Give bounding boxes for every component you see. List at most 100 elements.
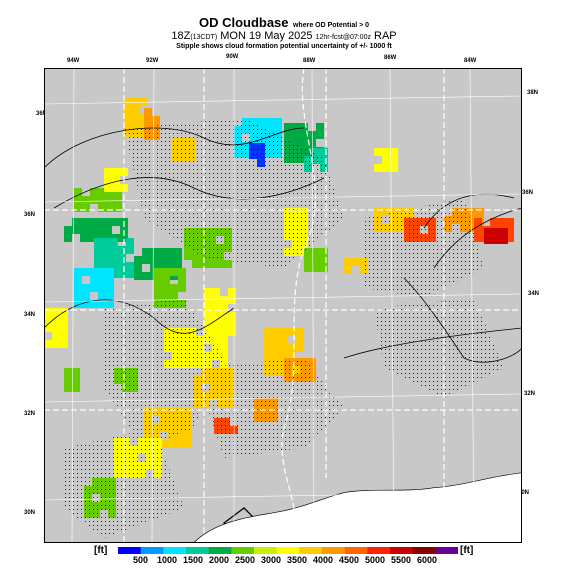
cloudbase-cell xyxy=(390,148,398,156)
cloudbase-cell xyxy=(374,148,382,156)
unit-left: [ft] xyxy=(94,545,108,556)
cloudbase-cell xyxy=(166,248,174,256)
cloudbase-cell xyxy=(178,284,186,292)
cloudbase-cell xyxy=(134,272,142,280)
cloudbase-cell xyxy=(192,252,200,260)
lon-label: 90W xyxy=(226,54,239,60)
cloudbase-cell xyxy=(284,131,292,139)
cloudbase-cell xyxy=(192,260,200,268)
cloudbase-cell xyxy=(316,131,324,139)
cloudbase-map xyxy=(44,68,522,543)
cloudbase-cell xyxy=(220,312,228,320)
cloudbase-cell xyxy=(74,188,82,196)
cloudbase-cell xyxy=(74,204,82,212)
cloudbase-cell xyxy=(106,284,114,292)
cloudbase-cell xyxy=(112,218,120,226)
cloudbase-cell xyxy=(266,118,274,126)
cloudbase-cell xyxy=(490,218,498,226)
cloudbase-cell xyxy=(60,332,68,340)
cloudbase-cell xyxy=(184,432,192,440)
cloudbase-cell xyxy=(224,260,232,268)
cloudbase-cell xyxy=(74,276,82,284)
colorbar-labels: 500 1000 1500 2000 2500 3000 3500 4000 4… xyxy=(0,555,568,567)
title-qualifier: where OD Potential > 0 xyxy=(292,22,370,29)
cloudbase-cell xyxy=(98,300,106,308)
cloudbase-cell xyxy=(390,156,398,164)
cloudbase-cell xyxy=(132,98,140,106)
cloudbase-cell xyxy=(126,262,134,270)
cloudbase-cell xyxy=(258,118,266,126)
lon-label: 94W xyxy=(67,58,80,64)
cloudbase-cell xyxy=(96,226,104,234)
cloudbase-cell xyxy=(208,260,216,268)
valid-local: (13CDT) xyxy=(190,34,218,41)
cloudbase-cell xyxy=(176,440,184,448)
cloudbase-cell xyxy=(96,218,104,226)
cloudbase-cell xyxy=(212,320,220,328)
cloudbase-cell xyxy=(80,234,88,242)
cloudbase-cell xyxy=(320,148,328,156)
cloudbase-cell xyxy=(44,340,52,348)
cloudbase-cell xyxy=(374,164,382,172)
cloudbase-cell xyxy=(104,218,112,226)
cloudbase-cell xyxy=(72,218,80,226)
cloudbase-cell xyxy=(500,236,508,244)
cloudbase-cell xyxy=(274,126,282,134)
cloudbase-cell xyxy=(64,376,72,384)
cloudbase-cell xyxy=(132,122,140,130)
cloudbase-cell xyxy=(82,292,90,300)
cloudbase-cell xyxy=(118,270,126,278)
cloudbase-cell xyxy=(500,228,508,236)
valid-date: MON 19 May 2025 xyxy=(220,30,313,42)
cloudbase-cell xyxy=(102,254,110,262)
cloudbase-cell xyxy=(74,268,82,276)
cloudbase-cell xyxy=(200,260,208,268)
cloudbase-cell xyxy=(170,268,178,276)
cloudbase-cell xyxy=(110,246,118,254)
cloudbase-cell xyxy=(220,320,228,328)
cloudbase-cell xyxy=(98,276,106,284)
cloudbase-cell xyxy=(204,312,212,320)
cloudbase-cell xyxy=(292,139,300,147)
cloudbase-cell xyxy=(160,440,168,448)
cloudbase-cell xyxy=(106,276,114,284)
cloudbase-cell xyxy=(300,123,308,131)
cloudbase-cell xyxy=(170,292,178,300)
cloudbase-cell xyxy=(88,226,96,234)
model-name: RAP xyxy=(374,30,397,42)
cloudbase-cell xyxy=(264,336,272,344)
cloudbase-cell xyxy=(150,256,158,264)
cloudbase-cell xyxy=(72,368,80,376)
colorbar-label: 2500 xyxy=(235,555,256,565)
cloudbase-cell xyxy=(204,328,212,336)
cloudbase-cell xyxy=(98,188,106,196)
cloudbase-cell xyxy=(184,252,192,260)
cloudbase-cell xyxy=(498,218,506,226)
cloudbase-cell xyxy=(162,268,170,276)
colorbar-swatch xyxy=(435,547,458,554)
cloudbase-cell xyxy=(212,336,220,344)
valid-prefix: 18Z xyxy=(171,30,191,42)
cloudbase-cell xyxy=(506,234,514,242)
cloudbase-cell xyxy=(390,164,398,172)
lon-label: 88W xyxy=(303,58,316,64)
cloudbase-cell xyxy=(110,262,118,270)
cloudbase-cell xyxy=(106,196,114,204)
cloudbase-cell xyxy=(220,304,228,312)
cloudbase-cell xyxy=(212,328,220,336)
lon-label: 92W xyxy=(146,58,159,64)
cloudbase-cell xyxy=(44,324,52,332)
cloudbase-cell xyxy=(374,208,382,216)
cloudbase-cell xyxy=(94,238,102,246)
cloudbase-cell xyxy=(114,196,122,204)
cloudbase-cell xyxy=(64,234,72,242)
title-main: OD Cloudbase xyxy=(198,15,289,30)
cloudbase-cell xyxy=(308,358,316,366)
cloudbase-cell xyxy=(280,336,288,344)
cloudbase-cell xyxy=(158,256,166,264)
cloudbase-cell xyxy=(320,264,328,272)
colorbar-swatch xyxy=(367,547,391,554)
cloudbase-cell xyxy=(304,256,312,264)
cloudbase-cell xyxy=(484,236,492,244)
cloudbase-cell xyxy=(468,208,476,216)
